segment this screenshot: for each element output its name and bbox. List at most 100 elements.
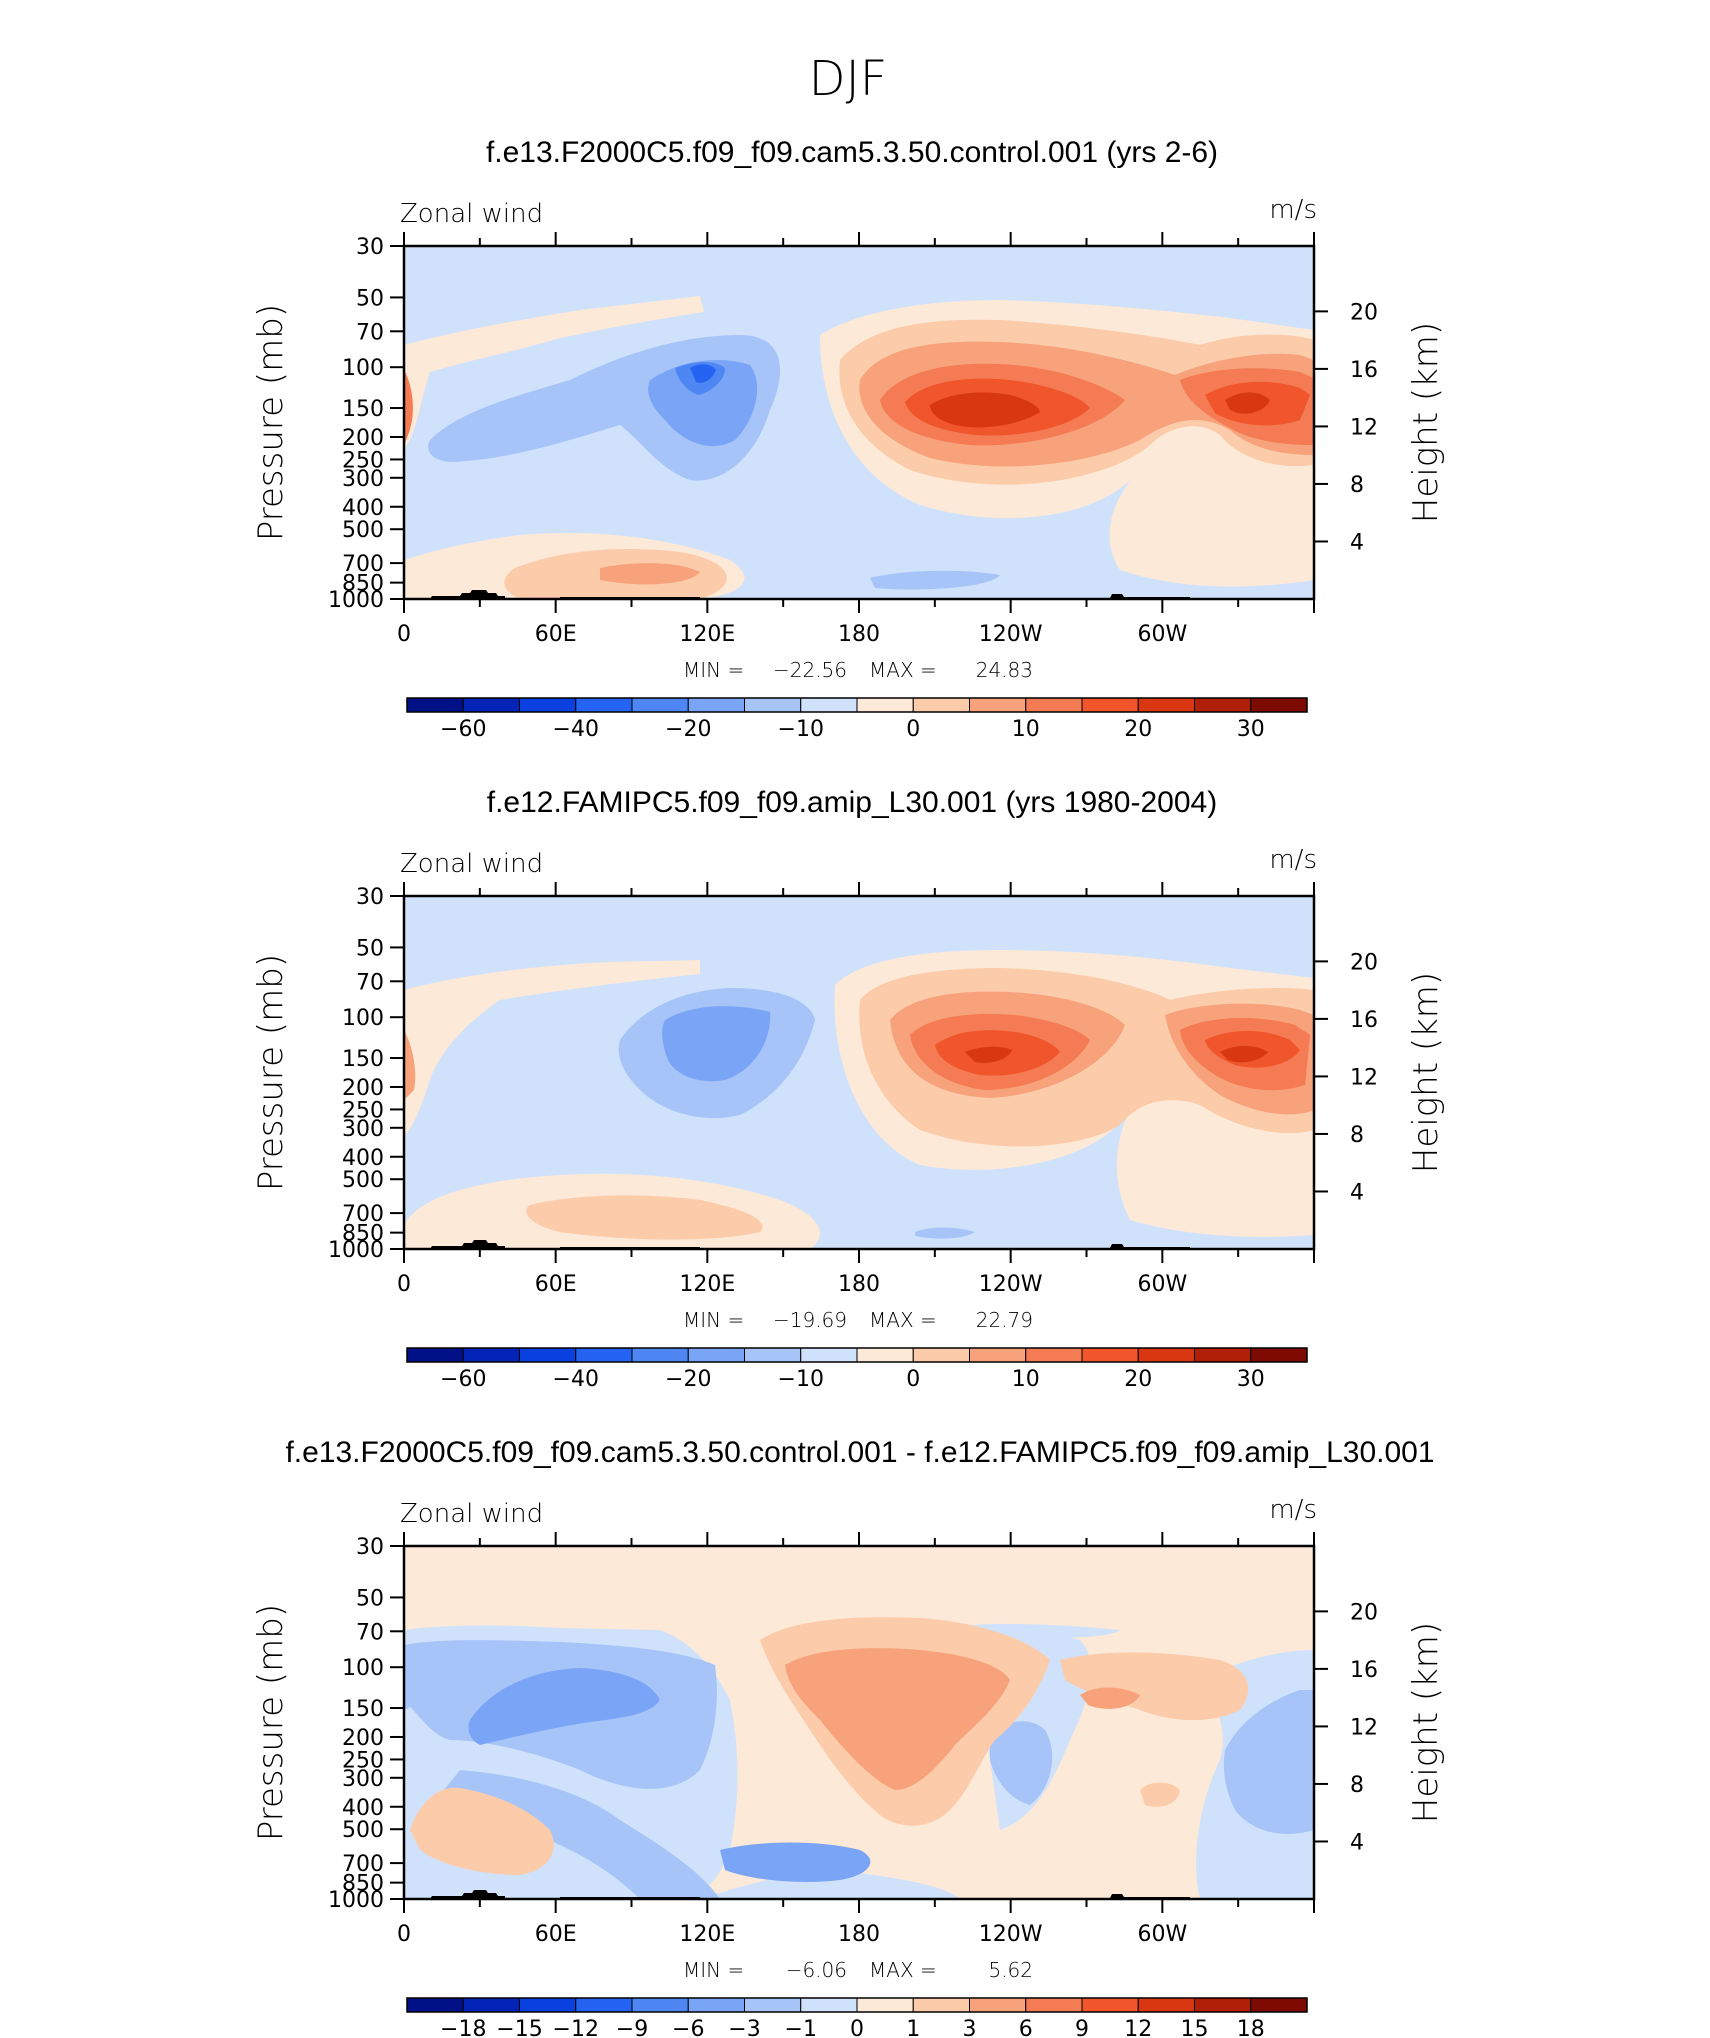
colorbar-label: −3 (728, 2017, 760, 2038)
colorbar-swatch (406, 697, 464, 713)
panel-amip: f.e12.FAMIPC5.f09_f09.amip_L30.001 (yrs … (400, 786, 1317, 1332)
contour-field (404, 896, 1314, 1249)
y-axis-label-pressure: Pressure (mb) (251, 1604, 291, 1841)
pressure-tick-label: 150 (342, 1697, 384, 1722)
variable-label: Zonal wind (400, 199, 543, 229)
lon-tick-label: 0 (397, 1272, 411, 1297)
colorbar-label: 10 (1012, 717, 1040, 742)
lon-tick-label: 0 (397, 622, 411, 647)
colorbar-swatch (1194, 697, 1252, 713)
contour-field (404, 246, 1314, 599)
height-tick-label: 20 (1350, 1600, 1378, 1625)
lon-tick-label: 60W (1137, 1272, 1187, 1297)
colorbar-swatch (912, 1997, 970, 2013)
pressure-tick-label: 70 (356, 1620, 384, 1645)
colorbar-swatch (856, 1347, 914, 1363)
colorbar-swatch (519, 697, 577, 713)
pressure-tick-label: 500 (342, 1168, 384, 1193)
pressure-tick-label: 850 (342, 1872, 384, 1897)
colorbar-swatch (406, 1347, 464, 1363)
y-axis-label-pressure: Pressure (mb) (251, 954, 291, 1191)
pressure-tick-label: 200 (342, 1076, 384, 1101)
colorbar-label: 12 (1124, 2017, 1152, 2038)
pressure-tick-label: 850 (342, 572, 384, 597)
lon-tick-label: 0 (397, 1922, 411, 1947)
lon-tick-label: 180 (838, 1922, 880, 1947)
lon-tick-label: 180 (838, 1272, 880, 1297)
pressure-tick-label: 500 (342, 518, 384, 543)
colorbar-swatch (1250, 1347, 1308, 1363)
panel-title: f.e13.F2000C5.f09_f09.cam5.3.50.control.… (486, 136, 1218, 169)
lon-tick-label: 120E (679, 622, 735, 647)
units-label: m/s (1269, 1495, 1317, 1525)
colorbar-swatch (912, 697, 970, 713)
height-tick-label: 12 (1350, 1715, 1378, 1740)
pressure-tick-label: 400 (342, 1146, 384, 1171)
colorbar-swatch (800, 1997, 858, 2013)
colorbar-swatch (856, 1997, 914, 2013)
stats-max-label: MAX = (869, 1308, 937, 1332)
colorbar-swatch (1025, 697, 1083, 713)
contour-neg-3 (990, 1721, 1053, 1805)
height-tick-label: 4 (1350, 1180, 1364, 1205)
colorbar-swatch (969, 697, 1027, 713)
colorbar-swatch (1081, 697, 1139, 713)
pressure-tick-label: 30 (356, 1535, 384, 1560)
lon-tick-label: 60E (535, 622, 577, 647)
contour-neg-10 (662, 1006, 771, 1082)
colorbar-label: 0 (906, 1367, 920, 1392)
colorbar-label: −9 (616, 2017, 648, 2038)
pressure-tick-label: 500 (342, 1818, 384, 1843)
colorbar-swatch (462, 1347, 520, 1363)
colorbar-swatch (575, 1997, 633, 2013)
stats-max-label: MAX = (869, 1958, 937, 1982)
height-tick-label: 4 (1350, 530, 1364, 555)
contour-neg-10 (648, 360, 758, 447)
colorbar-swatch (575, 697, 633, 713)
variable-label: Zonal wind (400, 849, 543, 879)
colorbar-swatch (1137, 1347, 1195, 1363)
colorbar-swatch (687, 1997, 745, 2013)
colorbar-label: −40 (553, 717, 599, 742)
pressure-tick-label: 100 (342, 1006, 384, 1031)
colorbar-label: 10 (1012, 1367, 1040, 1392)
colorbar-swatch (575, 1347, 633, 1363)
colorbar-label: −60 (440, 717, 486, 742)
figure-title: DJF (809, 51, 888, 107)
lon-tick-label: 60E (535, 1272, 577, 1297)
height-tick-label: 12 (1350, 415, 1378, 440)
lon-tick-label: 60W (1137, 1922, 1187, 1947)
colorbar-label: −15 (496, 2017, 542, 2038)
colorbar-swatch (1137, 697, 1195, 713)
colorbar-swatch (519, 1347, 577, 1363)
colorbar-label: −6 (672, 2017, 704, 2038)
colorbar-label: 20 (1124, 1367, 1152, 1392)
height-tick-label: 8 (1350, 1123, 1364, 1148)
pressure-tick-label: 200 (342, 1726, 384, 1751)
pressure-tick-label: 300 (342, 1117, 384, 1142)
colorbar-swatch (1250, 697, 1308, 713)
colorbar-label: 0 (850, 2017, 864, 2038)
contour-pos-3 (785, 1648, 1010, 1790)
contour-neg-6 (720, 1842, 871, 1882)
colorbar-label: 20 (1124, 717, 1152, 742)
pressure-tick-label: 700 (342, 552, 384, 577)
contour-pos-1 (1060, 1652, 1249, 1721)
stats-min-label: MIN = (683, 1308, 744, 1332)
pressure-tick-label: 70 (356, 320, 384, 345)
colorbar-label: 6 (1019, 2017, 1033, 2038)
colorbar-swatch (1081, 1347, 1139, 1363)
height-tick-label: 16 (1350, 1658, 1378, 1683)
units-label: m/s (1269, 845, 1317, 875)
panel-title: f.e13.F2000C5.f09_f09.cam5.3.50.control.… (285, 1436, 1434, 1469)
contour-field (404, 1546, 1314, 1899)
colorbar-swatch (631, 1997, 689, 2013)
contour-pos-25 (1225, 392, 1270, 414)
colorbar-swatch (744, 697, 802, 713)
pressure-tick-label: 250 (342, 1748, 384, 1773)
contour-pos-1 (410, 1787, 554, 1875)
stats-min-label: MIN = (683, 658, 744, 682)
pressure-tick-label: 300 (342, 1767, 384, 1792)
contour-neg-5 (870, 570, 1000, 590)
contour-pos-10 (404, 1030, 416, 1100)
